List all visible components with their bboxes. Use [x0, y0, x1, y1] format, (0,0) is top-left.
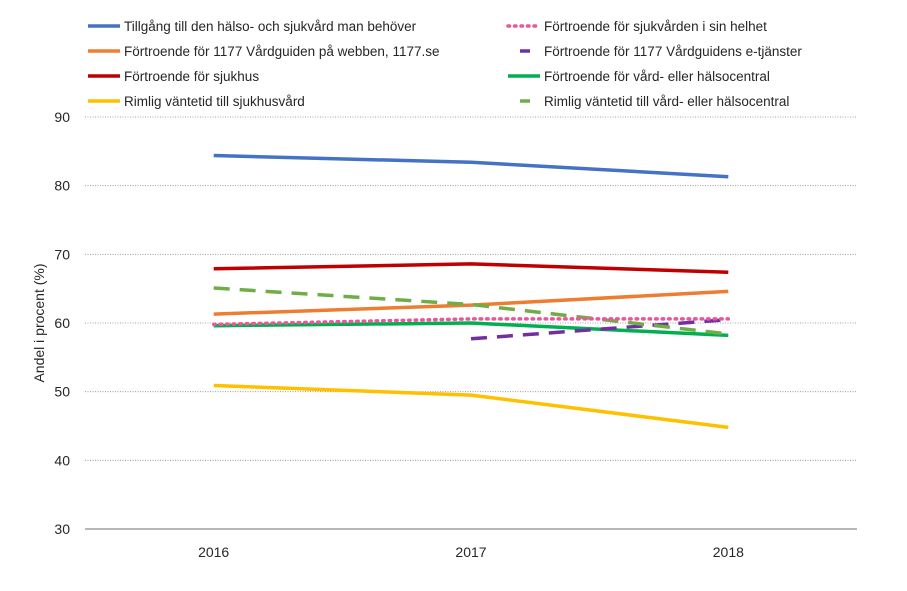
- x-tick-label: 2017: [455, 544, 486, 560]
- legend-entry: Förtroende för sjukhus: [88, 69, 259, 84]
- legend-label: Rimlig väntetid till sjukhusvård: [124, 94, 305, 109]
- x-tick-label: 2018: [713, 544, 744, 560]
- y-tick-label: 30: [54, 521, 70, 537]
- legend-entry: Tillgång till den hälso- och sjukvård ma…: [88, 19, 417, 34]
- y-tick-label: 50: [54, 384, 70, 400]
- legend-label: Förtroende för vård- eller hälsocentral: [544, 69, 770, 84]
- series-line: [213, 383, 729, 430]
- x-tick-label: 2016: [198, 544, 229, 560]
- legend: Tillgång till den hälso- och sjukvård ma…: [88, 19, 802, 109]
- legend-label: Förtroende för sjukhus: [124, 69, 259, 84]
- y-tick-label: 70: [54, 246, 70, 262]
- legend-label: Rimlig väntetid till vård- eller hälsoce…: [544, 94, 789, 109]
- series-line: [470, 317, 729, 341]
- legend-entry: Förtroende för 1177 Vårdguiden på webben…: [88, 44, 439, 59]
- gridlines: [85, 116, 857, 530]
- legend-label: Förtroende för sjukvården i sin helhet: [544, 19, 767, 34]
- y-tick-label: 90: [54, 109, 70, 125]
- series-line: [213, 289, 729, 316]
- y-axis-title: Andel i procent (%): [31, 263, 47, 382]
- legend-entry: Förtroende för 1177 Vårdguidens e-tjänst…: [520, 44, 802, 59]
- legend-label: Tillgång till den hälso- och sjukvård ma…: [124, 19, 417, 34]
- y-tick-label: 60: [54, 315, 70, 331]
- series-lines: [211, 153, 731, 430]
- series-line: [213, 321, 729, 338]
- y-axis-ticks: 30 40 50 60 70 80 90: [54, 109, 70, 537]
- y-tick-label: 40: [54, 452, 70, 468]
- legend-label: Förtroende för 1177 Vårdguiden på webben…: [124, 44, 439, 59]
- series-line: [213, 153, 729, 179]
- series-line: [213, 262, 729, 274]
- legend-entry: Rimlig väntetid till vård- eller hälsoce…: [520, 94, 789, 109]
- legend-label: Förtroende för 1177 Vårdguidens e-tjänst…: [544, 44, 802, 59]
- series-line: [213, 286, 729, 336]
- legend-entry: Förtroende för vård- eller hälsocentral: [508, 69, 770, 84]
- x-axis-ticks: 2016 2017 2018: [198, 544, 744, 560]
- series-line: [211, 317, 731, 327]
- legend-entry: Förtroende för sjukvården i sin helhet: [506, 19, 767, 34]
- y-tick-label: 80: [54, 178, 70, 194]
- legend-entry: Rimlig väntetid till sjukhusvård: [88, 94, 305, 109]
